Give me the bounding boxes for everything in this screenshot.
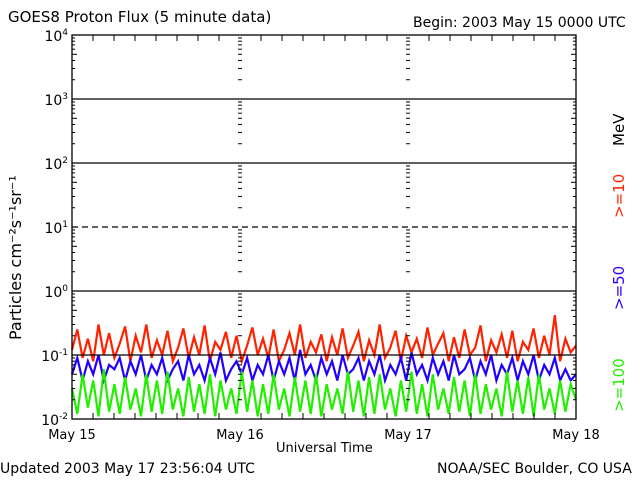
series-line-2 bbox=[70, 369, 578, 417]
y-tick-label: 101 bbox=[44, 220, 68, 237]
chart-title: GOES8 Proton Flux (5 minute data) bbox=[8, 8, 272, 26]
x-tick-label: May 15 bbox=[48, 428, 96, 443]
series-line-1 bbox=[70, 349, 577, 385]
x-tick-label: May 17 bbox=[384, 428, 432, 443]
x-tick-label: May 16 bbox=[216, 428, 264, 443]
x-tick-label: May 18 bbox=[552, 428, 600, 443]
x-axis-label: Universal Time bbox=[276, 441, 373, 456]
credit-text: NOAA/SEC Boulder, CO USA bbox=[437, 461, 632, 477]
y-tick-label: 102 bbox=[44, 156, 68, 173]
y-tick-label: 10-2 bbox=[41, 412, 68, 429]
y-tick-label: 104 bbox=[44, 28, 68, 45]
y-tick-label: 10-1 bbox=[41, 348, 68, 365]
y-tick-label: 103 bbox=[44, 92, 68, 109]
begin-label: Begin: 2003 May 15 0000 UTC bbox=[413, 15, 626, 31]
y-tick-label: 100 bbox=[44, 284, 68, 301]
updated-text: Updated 2003 May 17 23:56:04 UTC bbox=[0, 461, 255, 477]
series-line-0 bbox=[70, 314, 577, 366]
